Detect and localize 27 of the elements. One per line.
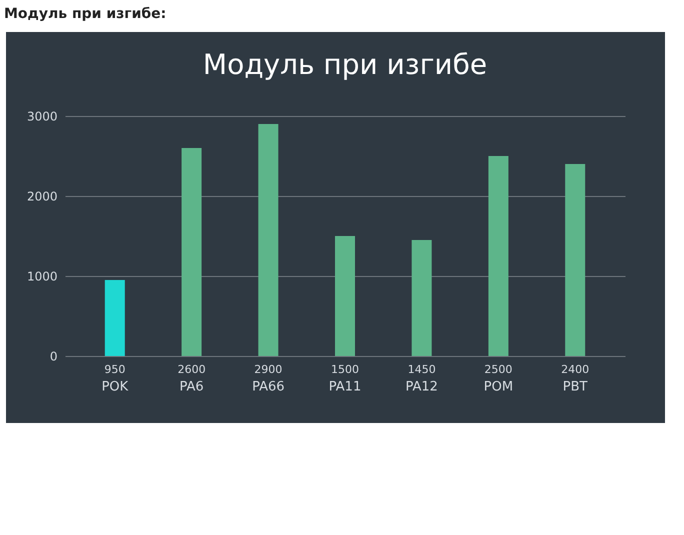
data-label: 2900 (254, 363, 282, 376)
data-label: 1450 (408, 363, 436, 376)
x-tick-label: POM (484, 380, 514, 394)
x-tick-label: POK (102, 380, 129, 394)
x-tick-label: PA6 (179, 380, 204, 394)
bar (258, 124, 278, 356)
data-label: 950 (104, 363, 126, 376)
data-label: 2500 (484, 363, 512, 376)
y-tick-label: 0 (50, 350, 58, 364)
data-label: 2400 (561, 363, 590, 376)
chart-title: Модуль при изгибе: (3, 5, 168, 24)
y-tick-label: 3000 (26, 110, 58, 124)
x-tick-label: PA66 (252, 380, 285, 394)
data-label: 2600 (178, 363, 206, 376)
data-label: 1500 (331, 363, 359, 376)
x-tick-label: PBT (562, 380, 588, 394)
bar (412, 240, 432, 356)
y-tick-label: 2000 (26, 190, 58, 204)
bar (182, 148, 202, 356)
x-tick-label: PA12 (405, 380, 438, 394)
y-tick-label: 1000 (26, 270, 58, 284)
bar (104, 280, 125, 356)
bar (335, 236, 355, 356)
bar (488, 156, 508, 356)
chart-subtitle: Модуль при изгибе (202, 48, 488, 81)
x-tick-label: PA11 (328, 380, 362, 394)
bar (565, 164, 586, 356)
